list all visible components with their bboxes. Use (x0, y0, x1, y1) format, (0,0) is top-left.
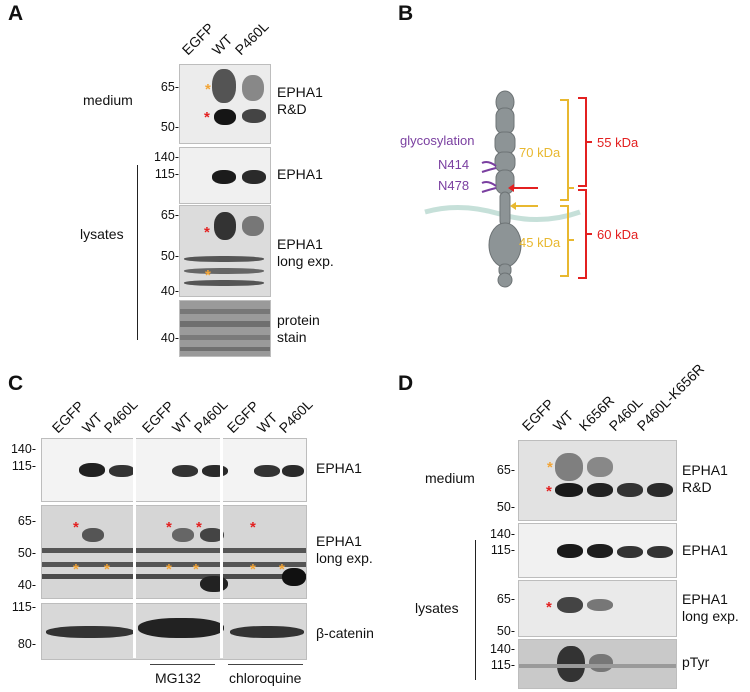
panel-c-letter: C (8, 372, 24, 395)
lysates-bracket (475, 540, 476, 680)
lane-label: EGFP (48, 397, 87, 436)
blot-lysate-long-exp (179, 205, 271, 297)
mw-marker: 115- (154, 167, 179, 181)
orange-asterisk: * (205, 81, 211, 98)
orange-asterisk: * (73, 561, 79, 578)
lane-label: EGFP (518, 395, 557, 434)
mw-marker: 50- (160, 249, 179, 263)
mw-marker: 65- (17, 514, 36, 528)
mw-marker: 50- (496, 500, 515, 514)
blot-label: EPHA1 long exp. (277, 236, 334, 269)
mw-marker: 140- (10, 442, 36, 456)
lane-label: P460L (190, 396, 231, 436)
lane-label: EGFP (223, 397, 262, 436)
kda-label: 70 kDa (519, 145, 561, 160)
blot-d-epha1 (518, 523, 677, 578)
mw-marker: 40- (17, 578, 36, 592)
blot-c-long-exp (41, 505, 307, 599)
mw-marker: 115- (11, 459, 36, 473)
panel-a-letter: A (8, 2, 24, 25)
treatment-label: MG132 (155, 670, 201, 686)
group-divider (220, 438, 223, 658)
blot-lysate-epha1 (179, 147, 271, 204)
lane-label: P460L (100, 396, 141, 436)
orange-asterisk: * (250, 561, 256, 578)
mw-marker: 115- (11, 600, 36, 614)
mw-marker: 50- (17, 546, 36, 560)
blot-label: pTyr (682, 654, 710, 670)
mw-marker: 40- (160, 331, 179, 345)
lysates-bracket (137, 165, 138, 340)
mw-marker: 80- (17, 637, 36, 651)
medium-label: medium (425, 470, 475, 486)
lane-label: EGFP (178, 19, 217, 59)
red-asterisk: * (73, 519, 79, 536)
blot-d-long-exp (518, 580, 677, 637)
panel-d-letter: D (398, 372, 414, 395)
blot-protein-stain (179, 300, 271, 357)
mw-marker: 140- (489, 642, 515, 656)
site-label: N478 (438, 178, 470, 193)
mw-marker: 140- (489, 527, 515, 541)
blot-label: EPHA1 R&D (682, 462, 728, 495)
site-label: N414 (438, 157, 470, 172)
red-asterisk: * (204, 224, 210, 241)
red-asterisk: * (196, 519, 202, 536)
lysates-label: lysates (80, 226, 124, 242)
epha1-schematic (424, 90, 592, 288)
lane-label: EGFP (138, 397, 177, 436)
group-divider (133, 438, 136, 658)
panel-b-letter: B (398, 2, 414, 25)
mw-marker: 140- (153, 150, 179, 164)
kda-label: 45 kDa (519, 235, 561, 250)
lane-label: P460L (275, 396, 316, 436)
lane-label: P460L (231, 18, 272, 58)
mw-marker: 65- (496, 463, 515, 477)
orange-asterisk: * (547, 459, 553, 476)
mw-marker: 65- (160, 208, 179, 222)
blot-label: EPHA1 (682, 542, 728, 558)
mw-marker: 65- (496, 592, 515, 606)
medium-label: medium (83, 92, 133, 108)
treatment-label: chloroquine (229, 670, 302, 686)
mw-marker: 50- (496, 624, 515, 638)
blot-label: EPHA1 (316, 460, 362, 476)
blot-label: β-catenin (316, 625, 374, 641)
red-asterisk: * (250, 519, 256, 536)
blot-label: EPHA1 long exp. (682, 591, 739, 624)
orange-asterisk: * (166, 561, 172, 578)
blot-label: EPHA1 R&D (277, 84, 323, 117)
red-asterisk: * (166, 519, 172, 536)
glycosylation-label: glycosylation (400, 133, 475, 148)
mw-marker: 65- (160, 80, 179, 94)
blot-c-epha1 (41, 438, 307, 502)
treatment-line (228, 664, 303, 665)
mw-marker: 115- (490, 658, 515, 672)
mw-marker: 50- (160, 120, 179, 134)
red-asterisk: * (546, 599, 552, 616)
lane-label: P460L-K656R (633, 360, 708, 434)
red-asterisk: * (204, 109, 210, 126)
kda-label: 55 kDa (597, 135, 639, 150)
lane-label: WT (549, 407, 577, 434)
red-asterisk: * (546, 483, 552, 500)
blot-label: protein stain (277, 312, 320, 345)
lysates-label: lysates (415, 600, 459, 616)
orange-asterisk: * (205, 267, 211, 284)
blot-c-beta-catenin (41, 603, 307, 660)
orange-asterisk: * (279, 561, 285, 578)
blot-d-ptyr (518, 639, 677, 689)
blot-medium-epha1 (179, 64, 271, 144)
blot-d-medium (518, 440, 677, 521)
kda-label: 60 kDa (597, 227, 639, 242)
mw-marker: 40- (160, 284, 179, 298)
mw-marker: 115- (490, 543, 515, 557)
treatment-line (150, 664, 215, 665)
blot-label: EPHA1 (277, 166, 323, 182)
orange-asterisk: * (193, 561, 199, 578)
blot-label: EPHA1 long exp. (316, 533, 373, 566)
orange-asterisk: * (104, 561, 110, 578)
